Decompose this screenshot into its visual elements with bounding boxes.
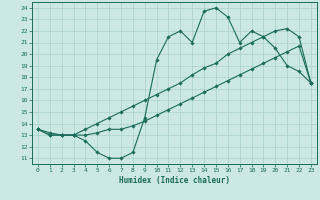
X-axis label: Humidex (Indice chaleur): Humidex (Indice chaleur): [119, 176, 230, 185]
